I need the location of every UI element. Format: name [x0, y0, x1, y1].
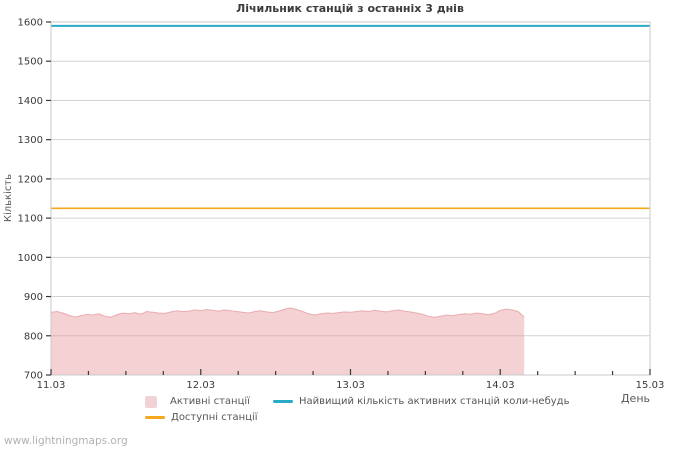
legend-item-available-stations: Доступні станції [145, 411, 258, 424]
svg-text:1500: 1500 [18, 57, 43, 68]
svg-text:14.03: 14.03 [486, 380, 515, 391]
svg-text:700: 700 [24, 371, 43, 382]
legend-item-highest-ever: Найвищий кількість активних станцій коли… [273, 395, 569, 408]
x-axis-title: День [620, 392, 650, 405]
svg-text:11.03: 11.03 [37, 380, 66, 391]
svg-text:1200: 1200 [18, 174, 43, 185]
tick-labels: 700 800 900 1000 1100 1200 1300 1400 1500 1600 11.… [18, 18, 665, 392]
active-stations-swatch-icon [145, 395, 157, 408]
svg-text:1100: 1100 [18, 214, 43, 225]
svg-text:12.03: 12.03 [186, 380, 215, 391]
svg-text:1400: 1400 [18, 96, 43, 107]
data-series [50, 24, 650, 375]
svg-text:1000: 1000 [18, 253, 43, 264]
legend-label: Активні станції [170, 396, 250, 407]
svg-text:900: 900 [24, 292, 43, 303]
available-stations-line-swatch-icon [145, 416, 165, 419]
svg-text:15.03: 15.03 [636, 380, 665, 391]
highest-ever-line-swatch-icon [273, 400, 293, 403]
svg-text:1300: 1300 [18, 135, 43, 146]
legend-item-active-stations: Активні станції [145, 395, 250, 408]
tick-marks [46, 21, 651, 376]
chart-title: Лічильник станцій з останніх 3 днів [236, 2, 464, 15]
svg-text:1600: 1600 [18, 18, 43, 29]
svg-text:13.03: 13.03 [336, 380, 365, 391]
svg-text:800: 800 [24, 331, 43, 342]
watermark: www.lightningmaps.org [4, 435, 128, 447]
legend-label: Найвищий кількість активних станцій коли… [299, 396, 570, 407]
legend-label: Доступні станції [171, 412, 258, 423]
